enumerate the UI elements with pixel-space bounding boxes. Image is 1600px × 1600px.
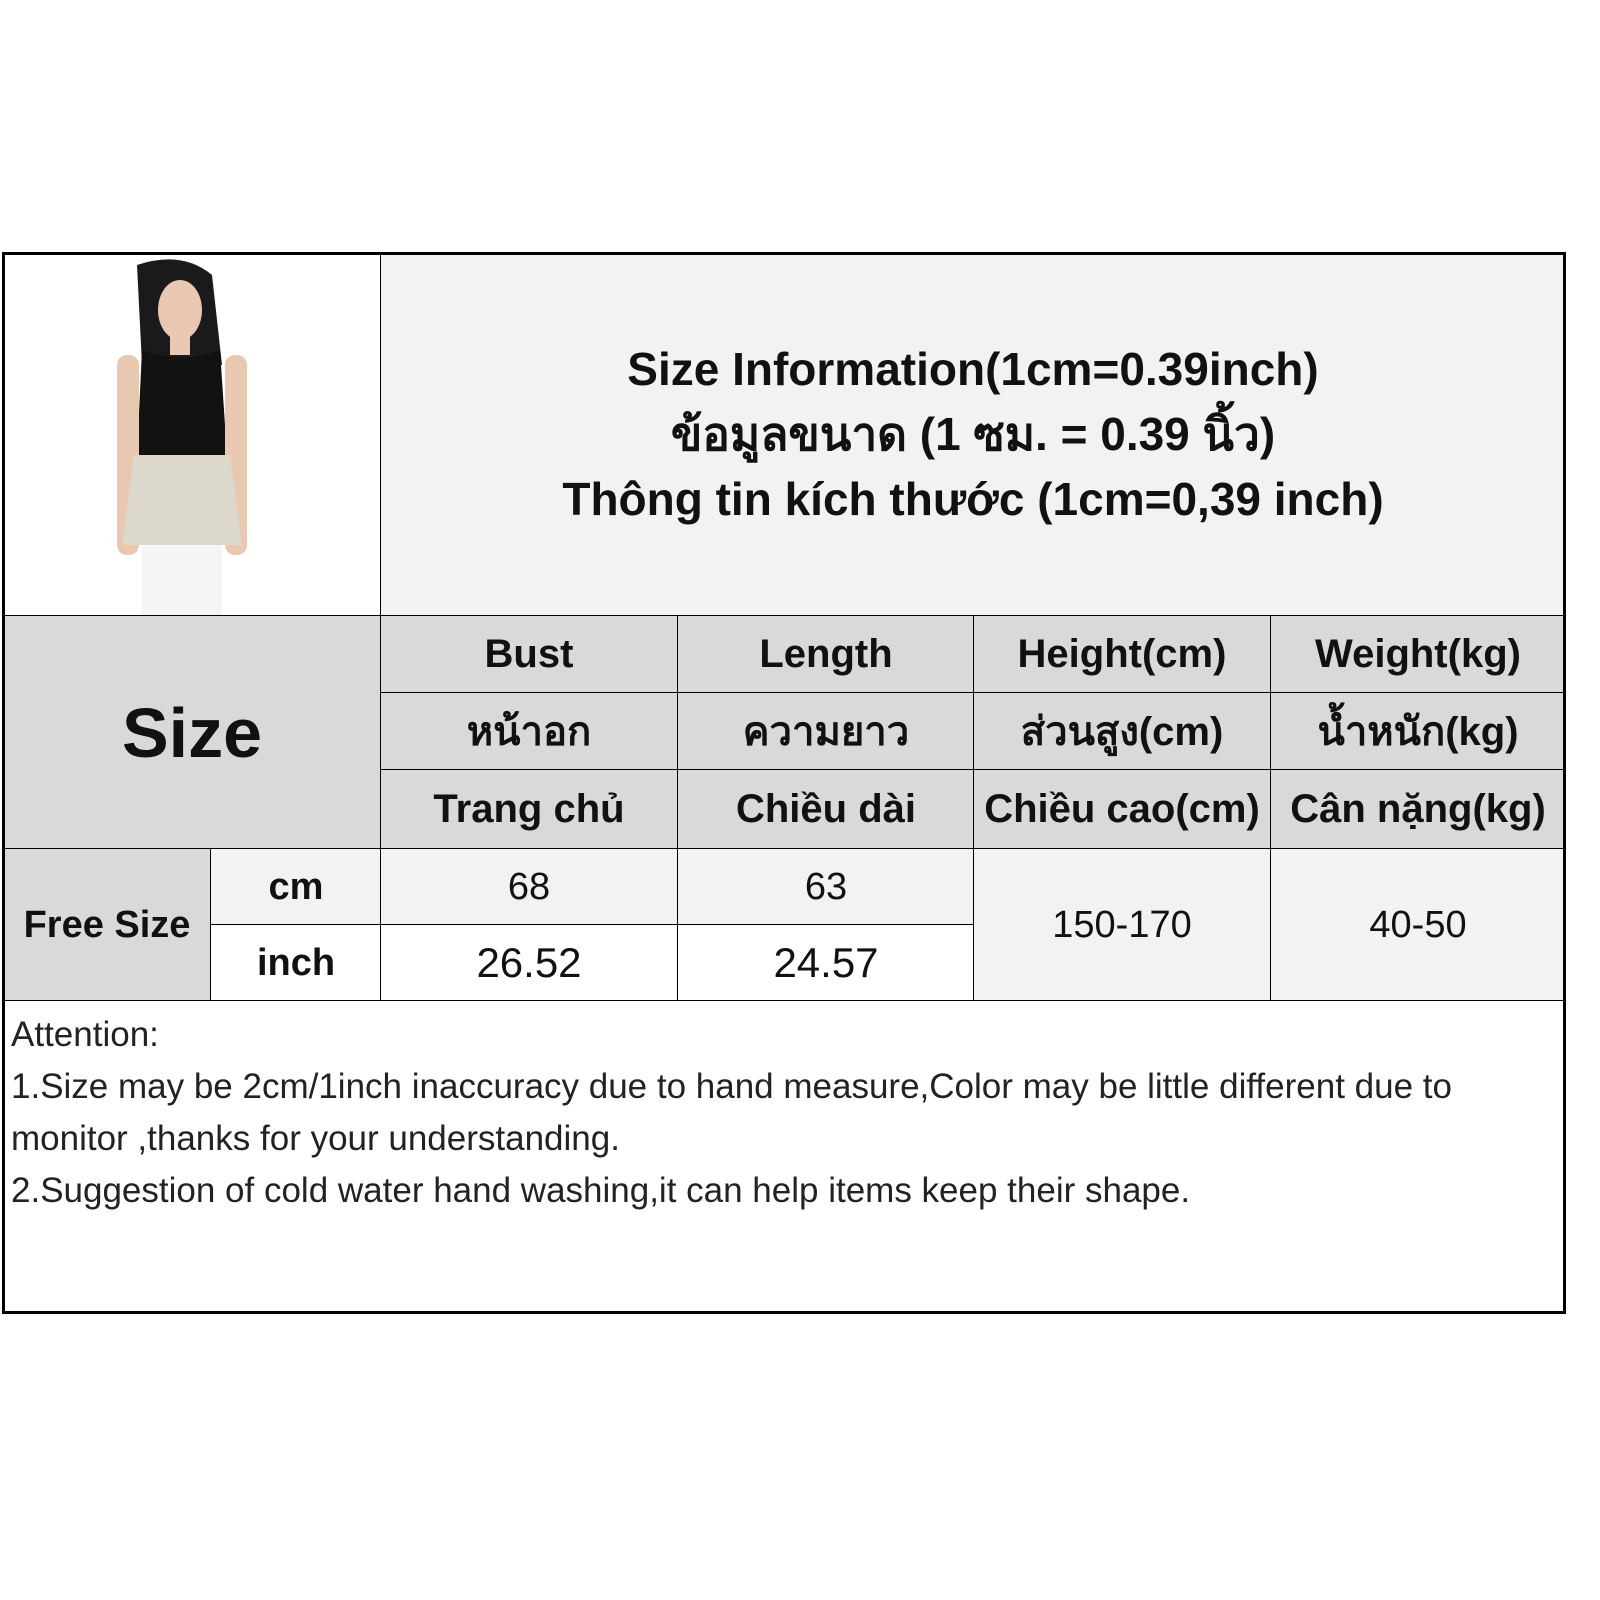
length-cm: 63 [677,848,975,926]
col-length-vi: Chiều dài [677,769,975,850]
col-length-en: Length [677,615,975,693]
model-figure-icon [117,258,247,615]
height-range: 150-170 [973,848,1271,1002]
col-bust-th: หน้าอก [380,692,678,770]
col-length-th: ความยาว [677,692,975,770]
unit-cm: cm [210,848,382,926]
weight-range: 40-50 [1270,848,1566,1002]
unit-inch: inch [210,924,382,1002]
attention-note-1: 1.Size may be 2cm/1inch inaccuracy due t… [11,1067,1452,1158]
col-bust-vi: Trang chủ [380,769,678,850]
bust-inch: 26.52 [380,924,678,1002]
col-height-en: Height(cm) [973,615,1271,693]
free-size-label: Free Size [2,848,212,1002]
product-photo [2,252,382,617]
title-thai: ข้อมูลขนาด (1 ซม. = 0.39 นิ้ว) [670,408,1276,460]
attention-heading: Attention: [11,1015,159,1054]
col-weight-th: น้ำหนัก(kg) [1270,692,1566,770]
title-vietnamese: Thông tin kích thước (1cm=0,39 inch) [562,473,1384,525]
title-english: Size Information(1cm=0.39inch) [627,343,1319,395]
size-header: Size [2,615,382,850]
attention-notes: Attention: 1.Size may be 2cm/1inch inacc… [2,1000,1566,1314]
col-weight-en: Weight(kg) [1270,615,1566,693]
attention-note-2: 2.Suggestion of cold water hand washing,… [11,1171,1191,1210]
col-bust-en: Bust [380,615,678,693]
col-weight-vi: Cân nặng(kg) [1270,769,1566,850]
col-height-th: ส่วนสูง(cm) [973,692,1271,770]
col-height-vi: Chiều cao(cm) [973,769,1271,850]
size-info-title: Size Information(1cm=0.39inch) ข้อมูลขนา… [380,252,1566,617]
length-inch: 24.57 [677,924,975,1002]
bust-cm: 68 [380,848,678,926]
